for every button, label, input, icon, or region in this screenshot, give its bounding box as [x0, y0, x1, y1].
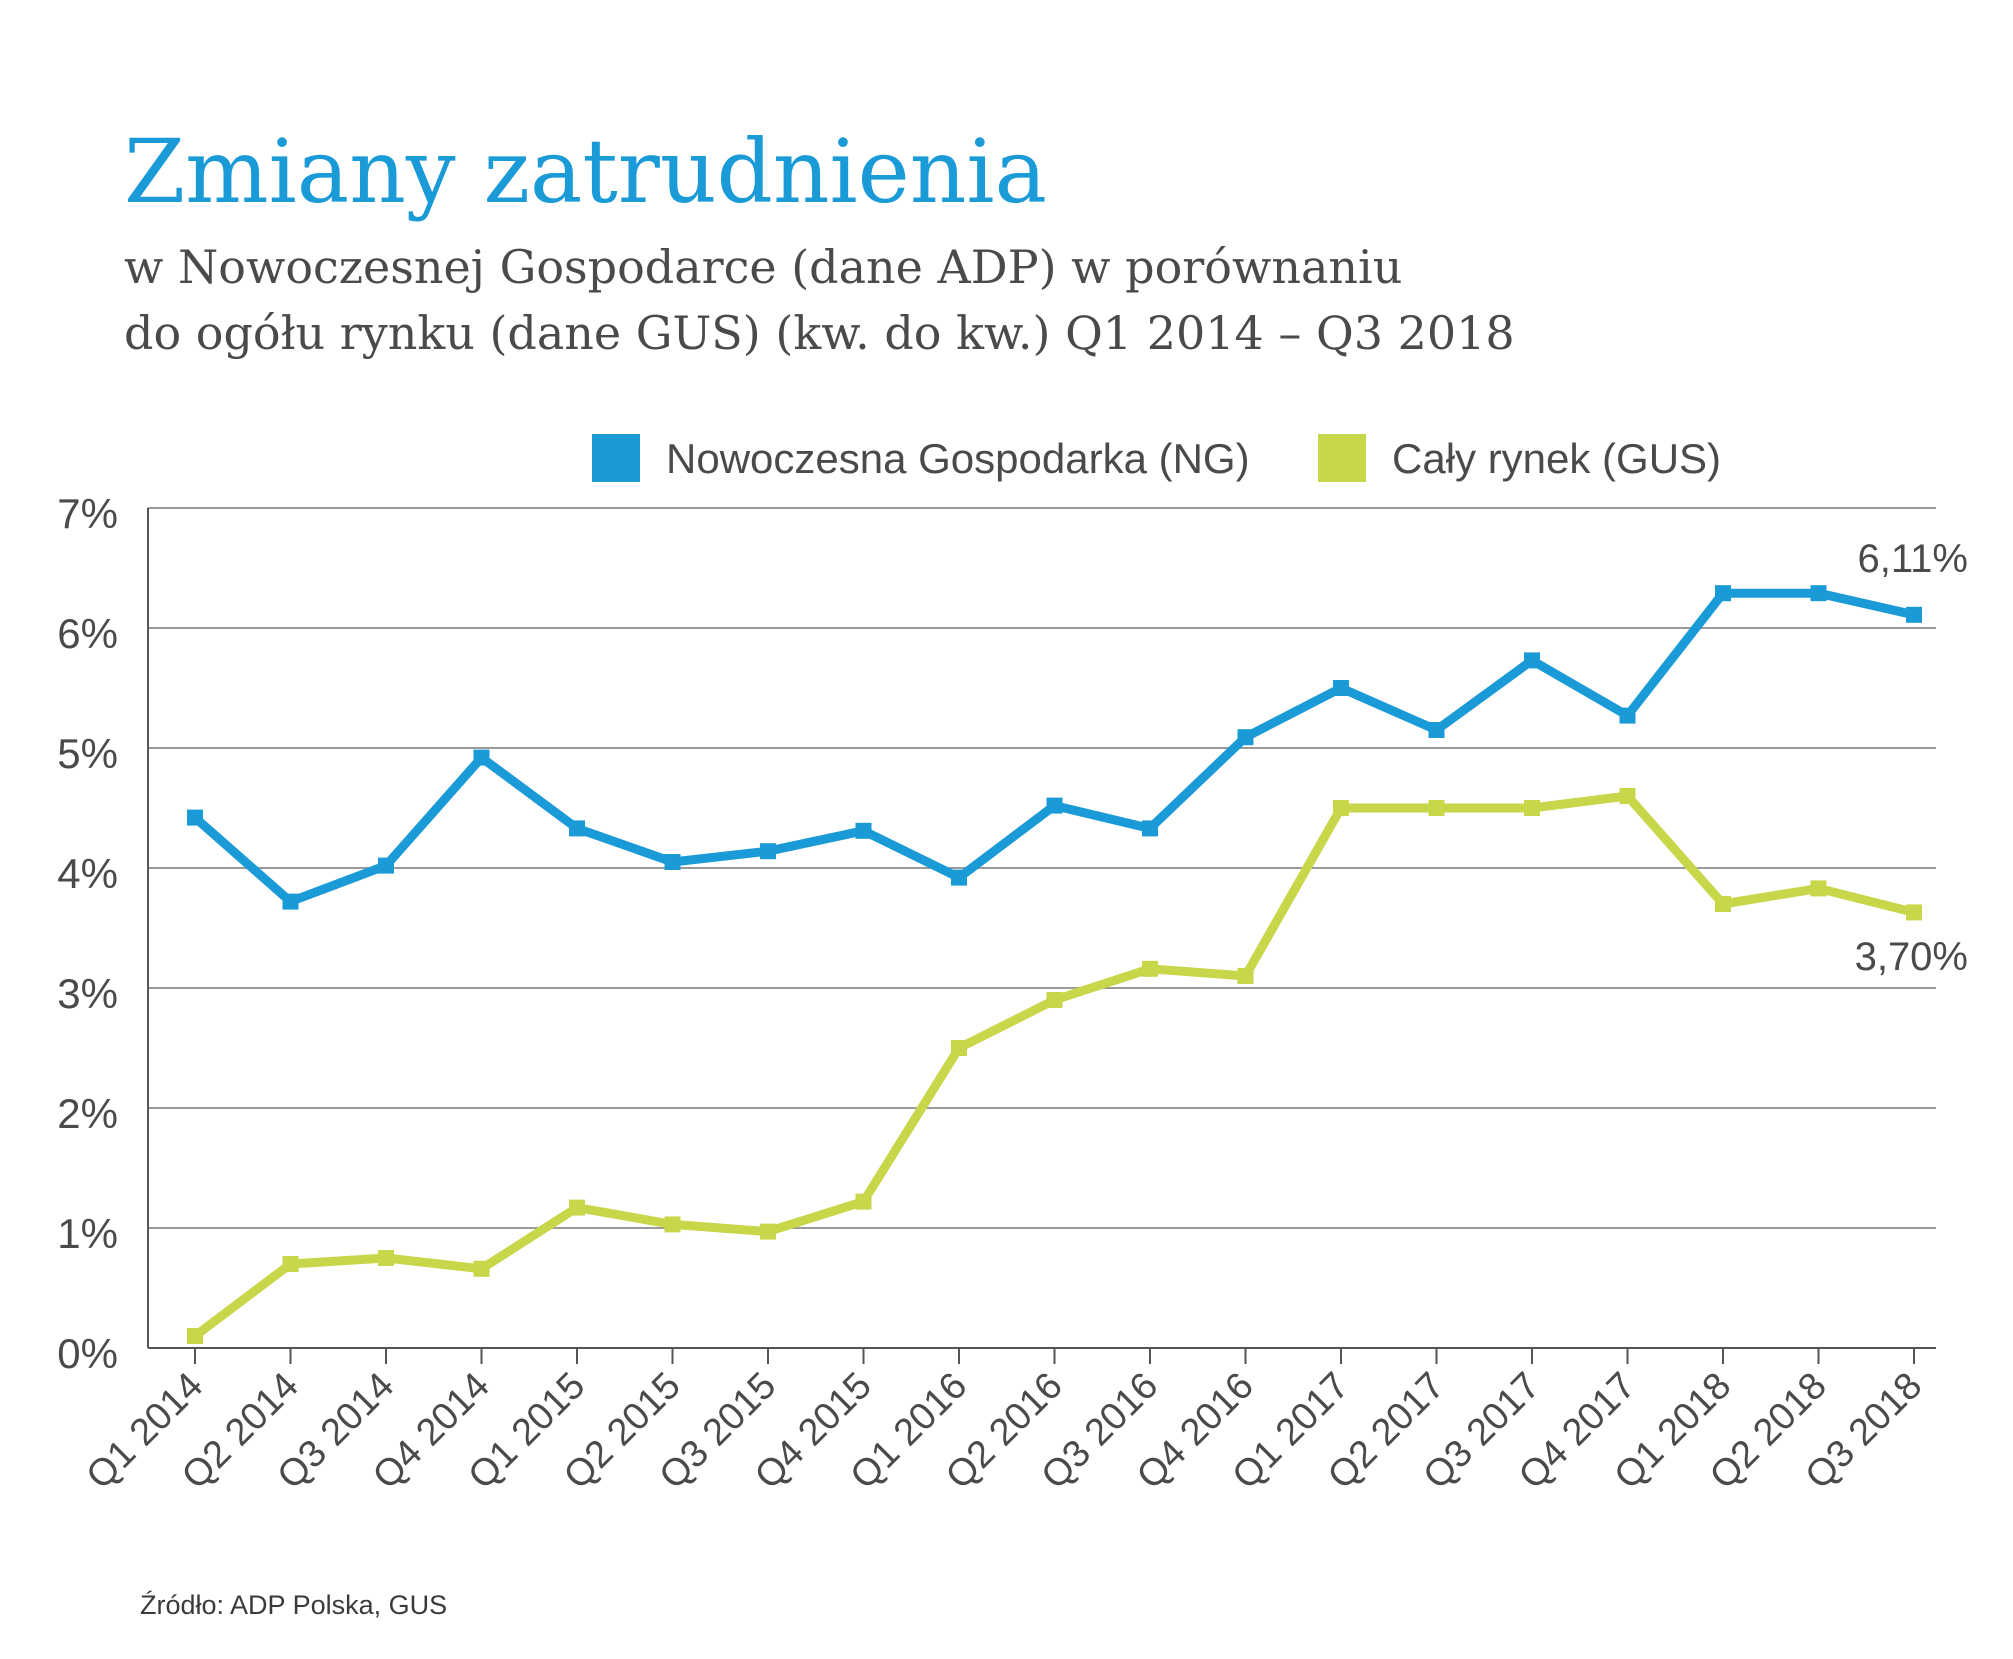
data-point — [760, 1223, 776, 1240]
data-point — [1428, 722, 1445, 738]
data-point — [1046, 797, 1063, 814]
data-point — [187, 1328, 203, 1344]
y-tick-label: 5% — [57, 730, 118, 777]
data-point — [1524, 800, 1540, 816]
data-point — [760, 843, 776, 860]
legend-label-0: Nowoczesna Gospodarka (NG) — [666, 435, 1250, 482]
y-tick-label: 3% — [57, 970, 118, 1017]
data-point — [1142, 820, 1158, 837]
data-point — [855, 822, 872, 839]
data-point — [378, 1250, 394, 1266]
data-point — [1906, 606, 1922, 623]
data-point — [1906, 904, 1922, 921]
data-point — [378, 857, 394, 874]
data-point — [282, 893, 299, 910]
data-point — [473, 1260, 490, 1277]
data-point — [664, 1216, 681, 1233]
data-point — [1142, 960, 1158, 977]
y-tick-label: 1% — [57, 1210, 118, 1257]
data-point — [951, 1040, 967, 1056]
data-point — [569, 1199, 585, 1216]
annotation-ng-last: 6,11% — [1858, 537, 1968, 581]
data-point — [1619, 707, 1636, 724]
annotation-gus-last: 3,70% — [1855, 935, 1968, 979]
data-point — [282, 1256, 299, 1272]
data-point — [1237, 729, 1254, 746]
data-point — [1046, 992, 1063, 1008]
y-tick-label: 0% — [57, 1330, 118, 1377]
data-point — [187, 809, 203, 826]
legend-swatch-0 — [592, 434, 640, 482]
chart-title: Zmiany zatrudnienia — [124, 120, 1048, 223]
data-point — [1810, 880, 1827, 897]
data-point — [1333, 680, 1349, 696]
source-note: Źródło: ADP Polska, GUS — [140, 1590, 448, 1620]
data-point — [1428, 800, 1445, 816]
data-point — [1237, 968, 1254, 984]
y-tick-label: 6% — [57, 610, 118, 657]
data-point — [1715, 585, 1731, 602]
data-point — [664, 854, 681, 870]
series-line-1 — [192, 791, 1916, 1340]
y-tick-label: 4% — [57, 850, 118, 897]
data-point — [1619, 788, 1636, 804]
y-tick-label: 7% — [57, 490, 118, 537]
data-point — [855, 1193, 872, 1210]
legend-swatch-1 — [1318, 434, 1366, 482]
chart-subtitle-line2: do ogółu rynku (dane GUS) (kw. do kw.) Q… — [124, 306, 1515, 360]
data-point — [1333, 800, 1349, 816]
data-point — [951, 869, 967, 886]
y-tick-label: 2% — [57, 1090, 118, 1137]
data-point — [473, 749, 490, 766]
legend-label-1: Cały rynek (GUS) — [1392, 435, 1721, 482]
data-point — [1715, 896, 1731, 912]
data-point — [1810, 585, 1827, 602]
data-point — [569, 820, 585, 837]
chart-subtitle-line1: w Nowoczesnej Gospodarce (dane ADP) w po… — [124, 240, 1403, 294]
data-point — [1524, 652, 1540, 669]
